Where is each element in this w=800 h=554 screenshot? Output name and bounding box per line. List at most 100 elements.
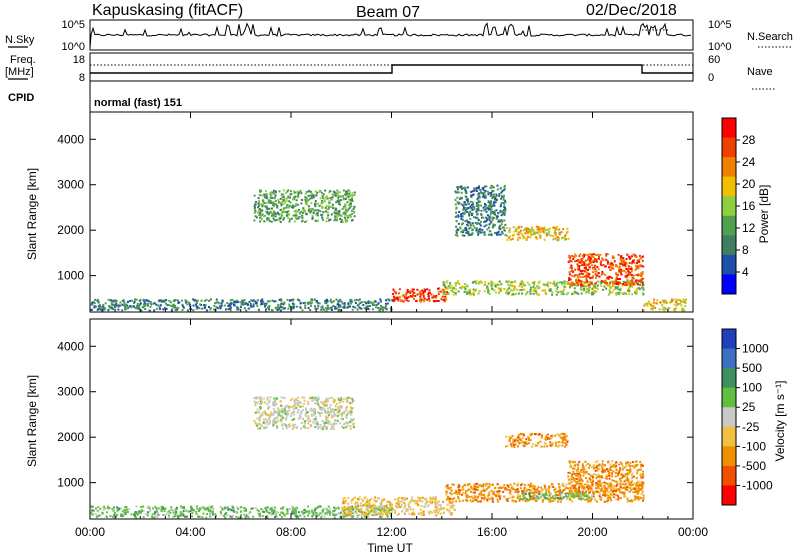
data-cell (364, 502, 367, 505)
data-cell (345, 416, 348, 419)
data-cell (487, 289, 490, 292)
data-cell (264, 190, 267, 193)
data-cell (335, 216, 338, 219)
data-cell (341, 425, 343, 428)
data-cell (591, 287, 594, 290)
data-cell (280, 298, 283, 301)
data-cell (612, 256, 615, 259)
data-cell (533, 283, 536, 286)
data-cell (333, 410, 335, 413)
data-cell (165, 302, 167, 305)
data-cell (133, 300, 136, 303)
data-cell (567, 292, 569, 295)
data-cell (102, 508, 105, 511)
data-cell (501, 226, 504, 229)
data-cell (134, 514, 137, 517)
data-cell (499, 187, 502, 189)
data-cell (265, 193, 268, 196)
data-cell (601, 476, 604, 479)
data-cell (498, 195, 500, 197)
data-cell (474, 221, 477, 224)
data-cell (457, 486, 460, 488)
data-cell (461, 493, 463, 496)
data-cell (462, 204, 465, 207)
data-cell (362, 304, 365, 307)
data-cell (274, 516, 276, 518)
data-cell (432, 497, 435, 500)
data-cell (577, 293, 580, 295)
data-cell (625, 283, 628, 286)
data-cell (497, 492, 500, 495)
data-cell (288, 299, 291, 302)
data-cell (237, 516, 240, 519)
data-cell (295, 211, 298, 214)
data-cell (460, 197, 463, 200)
data-cell (170, 309, 173, 312)
data-cell (347, 204, 350, 207)
data-cell (588, 291, 590, 294)
data-cell (641, 473, 644, 475)
data-cell (556, 494, 559, 497)
data-cell (639, 284, 642, 286)
data-cell (97, 514, 100, 517)
data-cell (210, 506, 212, 509)
data-cell (160, 510, 163, 513)
data-cell (119, 301, 122, 304)
data-cell (558, 486, 561, 489)
data-cell (396, 514, 399, 517)
data-cell (266, 201, 269, 204)
data-cell (509, 284, 512, 287)
data-cell (138, 308, 141, 311)
data-cell (580, 482, 583, 485)
data-cell (340, 199, 343, 202)
data-cell (259, 427, 262, 430)
data-cell (572, 258, 575, 260)
data-cell (279, 418, 282, 421)
data-cell (327, 422, 330, 425)
data-cell (300, 510, 303, 513)
data-cell (580, 478, 583, 481)
data-cell (257, 512, 260, 515)
data-cell (121, 309, 124, 312)
data-cell (569, 283, 572, 286)
data-cell (594, 490, 597, 493)
data-cell (256, 216, 258, 219)
data-cell (347, 412, 350, 415)
data-cell (547, 228, 550, 231)
data-cell (302, 302, 305, 305)
data-cell (531, 495, 534, 498)
data-cell (458, 491, 460, 494)
data-cell (631, 280, 634, 283)
data-cell (512, 226, 515, 229)
data-cell (573, 255, 575, 258)
data-cell (409, 292, 412, 294)
data-cell (254, 401, 257, 404)
data-cell (210, 505, 213, 508)
data-cell (623, 260, 626, 263)
data-cell (342, 516, 345, 519)
data-cell (557, 490, 560, 493)
data-cell (195, 305, 198, 308)
data-cell (325, 411, 328, 414)
data-cell (296, 506, 298, 509)
data-cell (339, 195, 342, 198)
data-cell (421, 289, 424, 292)
data-cell (283, 200, 286, 203)
data-cell (516, 488, 519, 490)
data-cell (172, 509, 175, 512)
data-cell (329, 299, 332, 302)
data-cell (593, 258, 596, 260)
data-cell (532, 286, 535, 289)
data-cell (312, 212, 315, 214)
data-cell (458, 485, 461, 488)
data-cell (424, 297, 426, 300)
data-cell (111, 299, 114, 302)
data-cell (353, 205, 356, 208)
data-cell (500, 223, 503, 226)
data-cell (259, 397, 262, 400)
data-cell (470, 486, 473, 489)
data-cell (584, 264, 587, 267)
data-cell (108, 305, 111, 307)
data-cell (673, 298, 676, 301)
data-cell (492, 217, 495, 219)
